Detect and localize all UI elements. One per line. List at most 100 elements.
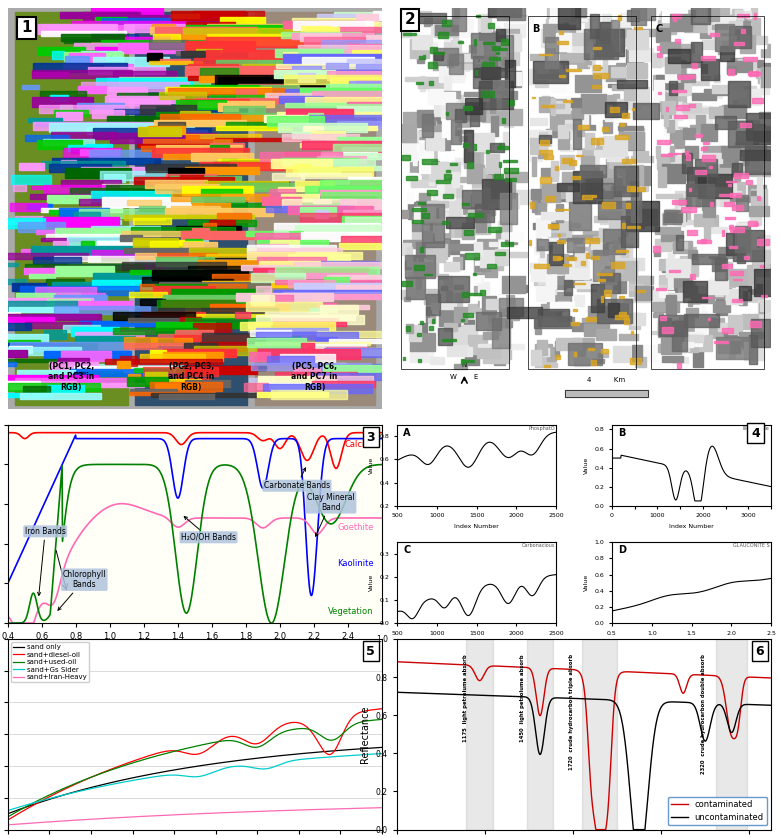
Bar <box>333 12 449 17</box>
Bar <box>533 61 568 83</box>
Bar <box>664 316 679 322</box>
Bar <box>635 218 657 221</box>
Bar <box>286 168 372 176</box>
Bar <box>464 230 473 235</box>
Bar <box>207 34 321 44</box>
Bar <box>730 194 741 197</box>
Bar <box>592 85 601 88</box>
Bar <box>434 52 443 60</box>
Bar <box>90 150 178 158</box>
Bar <box>103 184 216 188</box>
Bar <box>664 128 679 135</box>
Bar <box>171 11 245 20</box>
Bar <box>721 15 745 35</box>
Bar <box>257 383 320 390</box>
Bar <box>599 191 615 203</box>
Bar <box>309 115 391 124</box>
Bar <box>432 66 450 70</box>
Bar <box>691 43 703 62</box>
Text: 6: 6 <box>756 644 764 658</box>
Bar <box>347 44 390 51</box>
Bar <box>738 90 761 106</box>
Bar <box>496 29 506 41</box>
Bar <box>557 241 565 243</box>
Bar <box>495 249 509 265</box>
Bar <box>558 317 574 321</box>
Bar <box>43 217 119 226</box>
Bar <box>685 334 703 342</box>
Bar <box>599 137 608 140</box>
Bar <box>120 235 143 241</box>
Bar <box>278 187 317 191</box>
Bar <box>621 133 644 150</box>
sand+Iran-Heavy <box>69 815 79 825</box>
Bar <box>698 106 711 124</box>
Bar <box>541 168 558 176</box>
Text: H₂O/OH Bands: H₂O/OH Bands <box>181 516 236 542</box>
Bar <box>662 213 666 225</box>
Bar <box>545 137 552 146</box>
Bar <box>653 313 663 317</box>
Bar <box>446 291 453 308</box>
Bar <box>452 173 459 188</box>
Bar <box>754 223 758 225</box>
Bar <box>658 168 666 187</box>
Text: Kaolinite: Kaolinite <box>337 559 373 568</box>
Bar <box>732 299 742 302</box>
Bar <box>555 348 559 356</box>
Bar <box>325 70 438 76</box>
Bar <box>726 289 742 304</box>
Bar <box>113 328 197 334</box>
Bar <box>461 319 464 321</box>
Bar <box>742 339 748 348</box>
Bar <box>464 153 480 160</box>
Bar <box>80 51 121 57</box>
Bar <box>480 290 485 296</box>
Bar <box>609 314 622 323</box>
Bar <box>499 68 506 81</box>
Bar <box>110 133 216 143</box>
Bar <box>471 344 485 356</box>
sand+Gs Sider <box>172 770 182 780</box>
Bar <box>751 189 767 207</box>
Bar <box>582 278 591 288</box>
Bar <box>15 379 127 384</box>
Bar <box>602 49 624 59</box>
Bar <box>658 275 680 284</box>
Bar <box>565 3 587 17</box>
Bar <box>490 255 497 264</box>
Bar <box>245 17 257 22</box>
Bar <box>549 241 563 265</box>
Bar <box>129 389 177 393</box>
Bar <box>412 209 425 211</box>
Bar <box>746 113 771 140</box>
Bar <box>74 212 100 220</box>
Bar <box>440 73 464 77</box>
Bar <box>556 250 573 264</box>
Bar <box>625 86 649 105</box>
Bar <box>587 178 601 197</box>
Bar <box>451 120 461 144</box>
Bar <box>729 26 751 48</box>
Bar <box>320 192 403 199</box>
Text: (PC2, PC3,
and PC4 in
RGB): (PC2, PC3, and PC4 in RGB) <box>168 362 214 392</box>
Bar <box>181 51 205 57</box>
Bar <box>438 32 448 38</box>
Bar <box>81 167 144 174</box>
Bar <box>238 85 298 90</box>
Bar <box>434 163 460 172</box>
Bar <box>256 315 364 324</box>
Bar <box>337 137 432 143</box>
Bar <box>715 7 728 23</box>
Bar <box>738 330 749 334</box>
Bar <box>532 157 537 176</box>
Bar <box>372 11 492 20</box>
Bar <box>69 145 107 151</box>
Bar <box>81 322 165 326</box>
Bar <box>509 231 523 241</box>
Bar <box>348 177 400 182</box>
Bar <box>62 148 122 157</box>
Bar <box>498 221 512 240</box>
Bar <box>150 382 222 391</box>
Bar <box>573 131 594 143</box>
